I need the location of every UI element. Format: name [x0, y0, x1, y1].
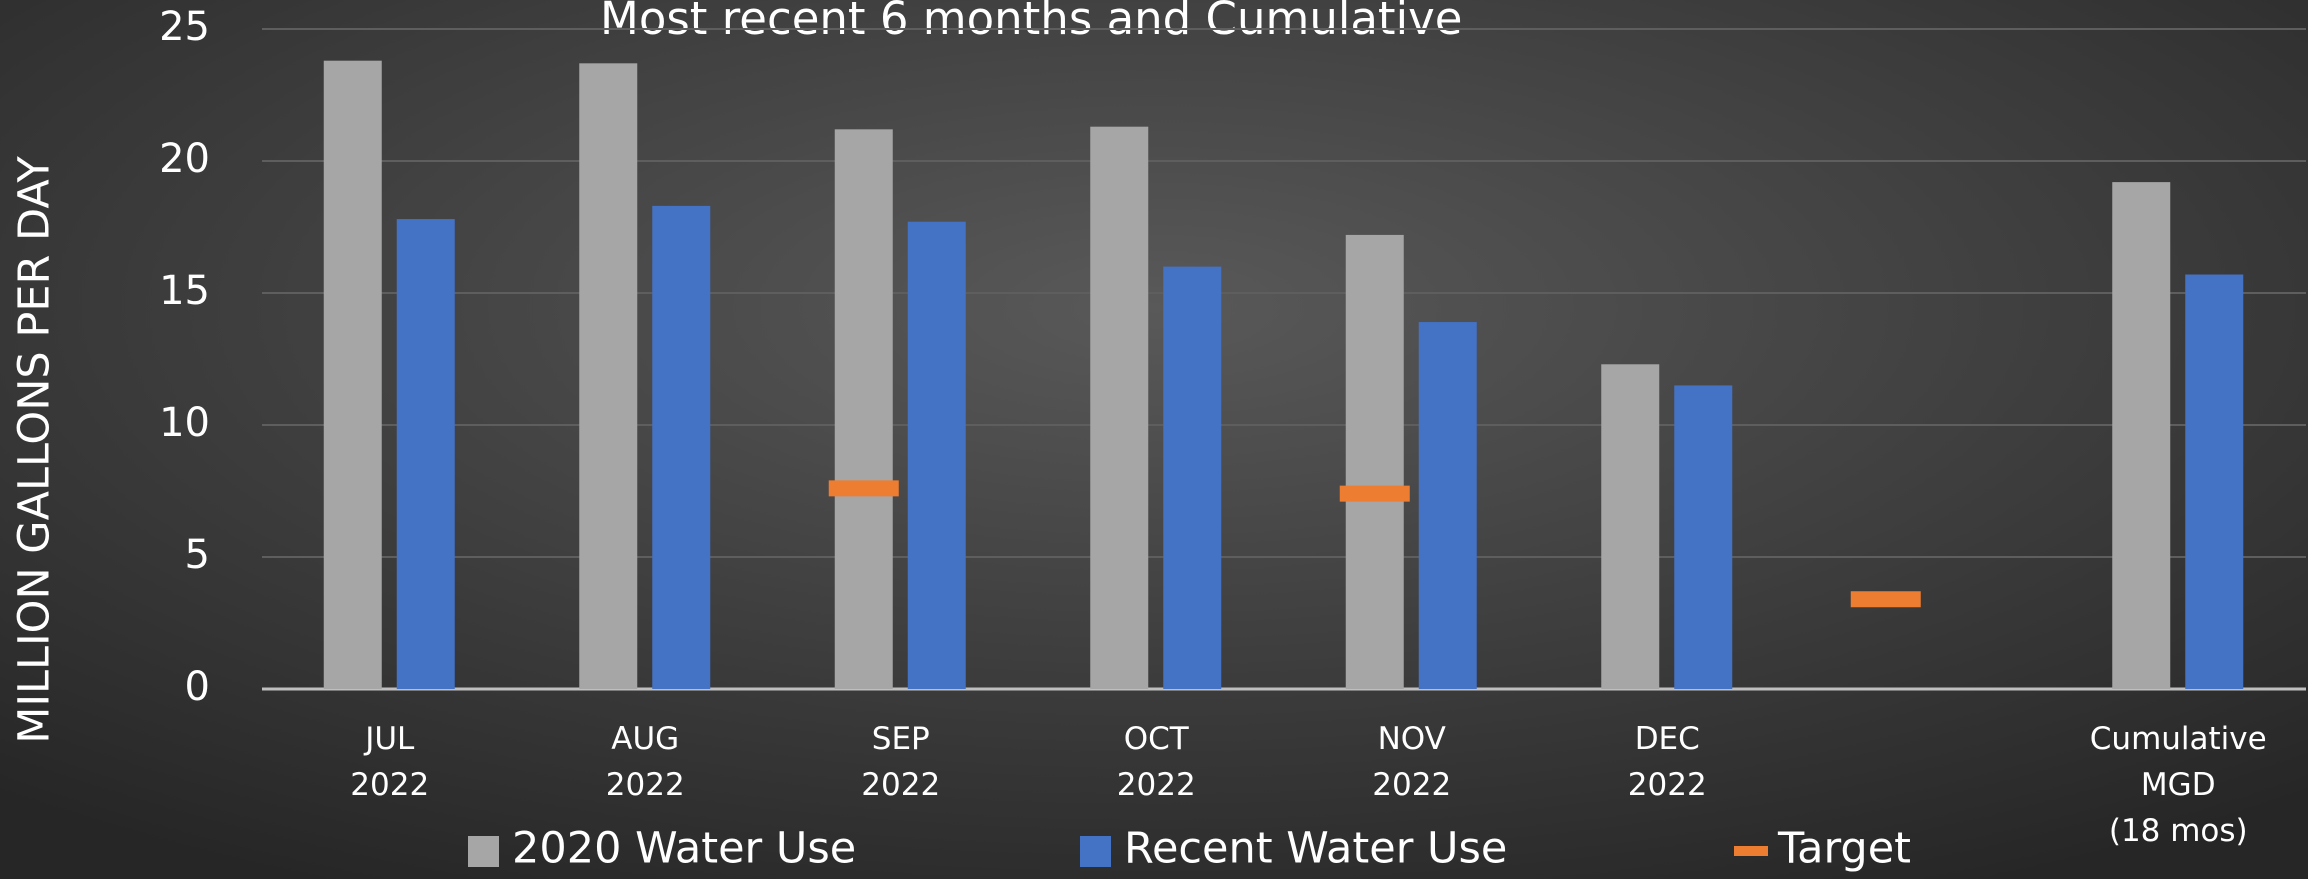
- x-tick-label-line: 2022: [1628, 767, 1707, 803]
- x-tick-label: SEP 2022: [861, 721, 940, 803]
- bar: [1090, 126, 1149, 690]
- bar: [1418, 322, 1477, 689]
- bar: [396, 219, 455, 689]
- target-marker: [828, 480, 899, 497]
- x-tick-label-line: 2022: [350, 767, 429, 803]
- x-tick-label: JUL 2022: [350, 721, 429, 803]
- y-axis-label: MILLION GALLONS PER DAY: [10, 156, 60, 744]
- bar: [2185, 274, 2244, 689]
- x-tick-label-line: SEP: [872, 721, 930, 757]
- x-tick-label: OCT 2022: [1117, 721, 1196, 803]
- x-tick-label-line: MGD: [2141, 767, 2216, 803]
- x-tick-label-line: NOV: [1378, 721, 1446, 757]
- legend-swatch: [468, 836, 499, 867]
- legend-swatch: [1080, 836, 1111, 867]
- x-tick-label: AUG 2022: [606, 721, 685, 803]
- legend-label: Target: [1777, 824, 1911, 874]
- x-tick-label-line: 2022: [1372, 767, 1451, 803]
- y-tick-label: 0: [185, 664, 210, 710]
- x-tick-label: DEC 2022: [1628, 721, 1707, 803]
- x-tick-label-line: JUL: [363, 721, 415, 757]
- x-tick-label-line: AUG: [611, 721, 679, 757]
- x-tick-label-line: 2022: [1117, 767, 1196, 803]
- bar: [1601, 364, 1660, 689]
- x-tick-label: Cumulative MGD (18 mos): [2090, 721, 2267, 849]
- bar: [1163, 266, 1222, 689]
- bar: [579, 63, 638, 689]
- legend-swatch: [1734, 846, 1768, 856]
- bar: [1674, 385, 1733, 689]
- y-tick-label: 25: [159, 4, 210, 50]
- bar: [1345, 234, 1404, 690]
- y-tick-label: 10: [159, 400, 210, 446]
- x-tick-label-line: Cumulative: [2090, 721, 2267, 757]
- bar: [907, 221, 966, 689]
- target-marker: [1850, 591, 1921, 608]
- bar: [652, 205, 711, 689]
- y-tick-label: 5: [185, 532, 210, 578]
- target-marker: [1339, 485, 1410, 502]
- legend-label: Recent Water Use: [1124, 824, 1507, 874]
- legend-label: 2020 Water Use: [512, 824, 856, 874]
- x-tick-label: NOV 2022: [1372, 721, 1451, 803]
- x-tick-label-line: 2022: [606, 767, 685, 803]
- chart-title: Most recent 6 months and Cumulative: [600, 0, 1462, 45]
- x-tick-label-line: DEC: [1635, 721, 1700, 757]
- y-tick-label: 20: [159, 136, 210, 182]
- y-tick-label: 15: [159, 268, 210, 314]
- x-tick-label-line: OCT: [1124, 721, 1190, 757]
- bar: [834, 129, 893, 689]
- bar: [323, 60, 382, 690]
- x-tick-label-line: (18 mos): [2109, 813, 2248, 849]
- bar: [2112, 182, 2171, 689]
- x-tick-label-line: 2022: [861, 767, 940, 803]
